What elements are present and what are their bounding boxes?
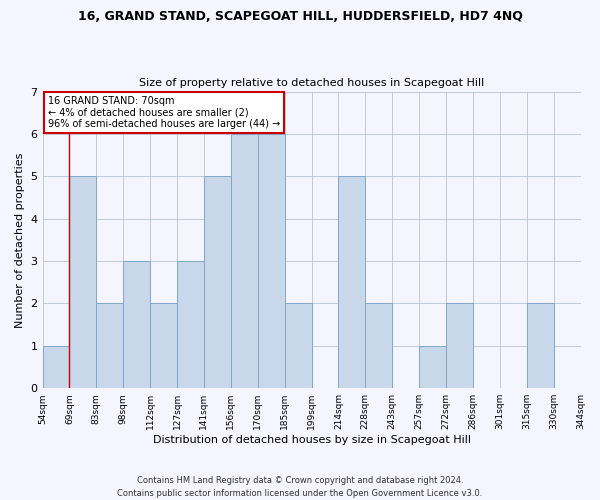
Bar [365, 304, 392, 388]
Y-axis label: Number of detached properties: Number of detached properties [15, 152, 25, 328]
Bar [446, 304, 473, 388]
Title: Size of property relative to detached houses in Scapegoat Hill: Size of property relative to detached ho… [139, 78, 484, 88]
Bar [258, 134, 284, 388]
Bar [527, 304, 554, 388]
Bar [123, 261, 150, 388]
Bar [70, 176, 97, 388]
Bar [43, 346, 70, 388]
Bar [419, 346, 446, 388]
Bar [177, 261, 204, 388]
Text: 16, GRAND STAND, SCAPEGOAT HILL, HUDDERSFIELD, HD7 4NQ: 16, GRAND STAND, SCAPEGOAT HILL, HUDDERS… [77, 10, 523, 23]
Bar [150, 304, 177, 388]
Bar [97, 304, 123, 388]
Bar [284, 304, 311, 388]
Bar [338, 176, 365, 388]
Text: Contains HM Land Registry data © Crown copyright and database right 2024.
Contai: Contains HM Land Registry data © Crown c… [118, 476, 482, 498]
X-axis label: Distribution of detached houses by size in Scapegoat Hill: Distribution of detached houses by size … [152, 435, 470, 445]
Bar [204, 176, 231, 388]
Text: 16 GRAND STAND: 70sqm
← 4% of detached houses are smaller (2)
96% of semi-detach: 16 GRAND STAND: 70sqm ← 4% of detached h… [48, 96, 280, 129]
Bar [231, 134, 258, 388]
